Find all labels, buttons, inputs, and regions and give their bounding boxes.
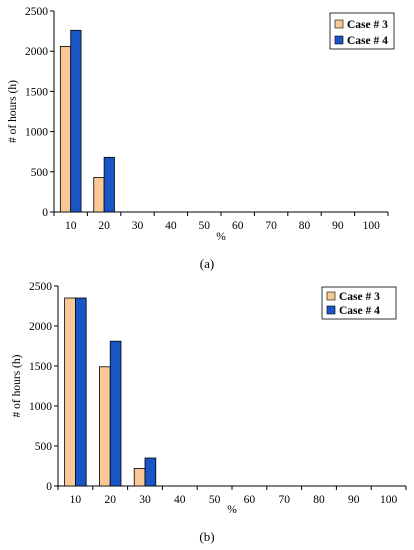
y-tick-label: 1500 — [29, 361, 52, 373]
y-axis-title: # of hours (h) — [7, 80, 19, 143]
x-tick-label: 60 — [244, 494, 256, 506]
bar-case-4 — [75, 297, 87, 487]
y-tick-label: 0 — [42, 207, 48, 219]
legend-label-case-4: Case # 4 — [347, 35, 388, 47]
panel-label: (a) — [200, 256, 214, 271]
y-tick-label: 1000 — [29, 401, 52, 413]
x-tick-label: 40 — [174, 494, 186, 506]
y-tick-label: 2000 — [29, 321, 52, 333]
x-tick-label: 90 — [348, 494, 360, 506]
x-tick-label: 50 — [209, 494, 221, 506]
legend: Case # 3 Case # 4 — [329, 12, 395, 50]
y-tick-label: 1500 — [25, 86, 48, 98]
x-tick-label: 10 — [65, 220, 77, 232]
x-axis-title: % — [216, 231, 226, 243]
bar-case-4 — [103, 156, 115, 213]
legend-swatch-case-4 — [326, 305, 336, 315]
legend-label-case-3: Case # 3 — [339, 291, 380, 303]
bar-case-4 — [144, 457, 157, 487]
x-tick-label: 10 — [70, 494, 82, 506]
x-tick-label: 60 — [232, 220, 244, 232]
legend-swatch-case-3 — [326, 291, 336, 301]
x-tick-label: 100 — [363, 220, 381, 232]
y-tick-label: 2000 — [25, 46, 48, 58]
bar-case-4 — [70, 29, 82, 213]
x-tick-label: 70 — [278, 494, 290, 506]
y-tick-label: 2500 — [29, 281, 52, 293]
x-tick-label: 30 — [139, 494, 151, 506]
panel-label: (b) — [199, 529, 214, 544]
legend-swatch-case-3 — [334, 19, 344, 29]
x-tick-label: 40 — [165, 220, 177, 232]
bar-case-3 — [59, 45, 72, 213]
chart-panel-a: 0 500 1000 1500 2000 2500 10 20 30 40 50 60 70 80 90 10… — [7, 6, 395, 271]
y-tick-label: 500 — [31, 167, 49, 179]
y-tick-label: 2500 — [25, 6, 48, 18]
legend-label-case-4: Case # 4 — [339, 305, 380, 317]
x-axis-title: % — [227, 504, 237, 516]
bar-case-3 — [99, 366, 111, 487]
bar-case-3 — [93, 177, 105, 213]
bar-case-3 — [133, 467, 146, 487]
y-tick-label: 1000 — [25, 127, 48, 139]
legend: Case # 3 Case # 4 — [321, 286, 397, 320]
x-tick-label: 20 — [104, 494, 116, 506]
y-tick-label: 500 — [35, 441, 53, 453]
x-tick-label: 30 — [132, 220, 144, 232]
chart-panel-b: 0 500 1000 1500 2000 2500 10 20 30 40 50 60 70 80 90 10… — [11, 281, 407, 544]
legend-swatch-case-4 — [334, 35, 344, 45]
bar-case-4 — [109, 340, 122, 487]
x-tick-label: 80 — [313, 494, 325, 506]
x-tick-label: 80 — [299, 220, 311, 232]
x-tick-label: 70 — [265, 220, 277, 232]
bar-case-3 — [64, 297, 76, 487]
y-tick-label: 0 — [46, 481, 52, 493]
x-tick-label: 50 — [199, 220, 211, 232]
x-tick-label: 20 — [98, 220, 110, 232]
y-axis-title: # of hours (h) — [11, 354, 23, 417]
x-tick-label: 100 — [380, 494, 398, 506]
x-tick-label: 90 — [332, 220, 344, 232]
legend-label-case-3: Case # 3 — [347, 19, 388, 31]
